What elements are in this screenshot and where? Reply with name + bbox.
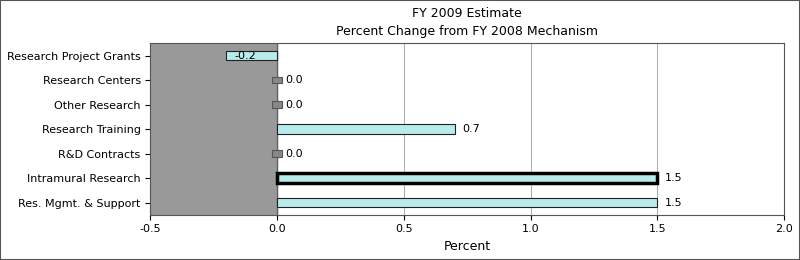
Text: 0.7: 0.7 bbox=[462, 124, 480, 134]
Text: 1.5: 1.5 bbox=[665, 198, 682, 207]
Text: 0.0: 0.0 bbox=[285, 100, 302, 109]
Bar bbox=[272, 150, 282, 157]
Bar bbox=[277, 124, 454, 134]
Bar bbox=[272, 77, 282, 83]
Bar bbox=[277, 198, 658, 207]
Bar bbox=[226, 51, 277, 60]
Text: 0.0: 0.0 bbox=[285, 75, 302, 85]
Bar bbox=[272, 101, 282, 108]
Bar bbox=[277, 173, 658, 183]
Bar bbox=[150, 43, 277, 215]
Text: -0.2: -0.2 bbox=[234, 50, 256, 61]
X-axis label: Percent: Percent bbox=[444, 240, 491, 253]
Text: 1.5: 1.5 bbox=[665, 173, 682, 183]
Title: FY 2009 Estimate
Percent Change from FY 2008 Mechanism: FY 2009 Estimate Percent Change from FY … bbox=[336, 7, 598, 38]
Text: 0.0: 0.0 bbox=[285, 148, 302, 159]
